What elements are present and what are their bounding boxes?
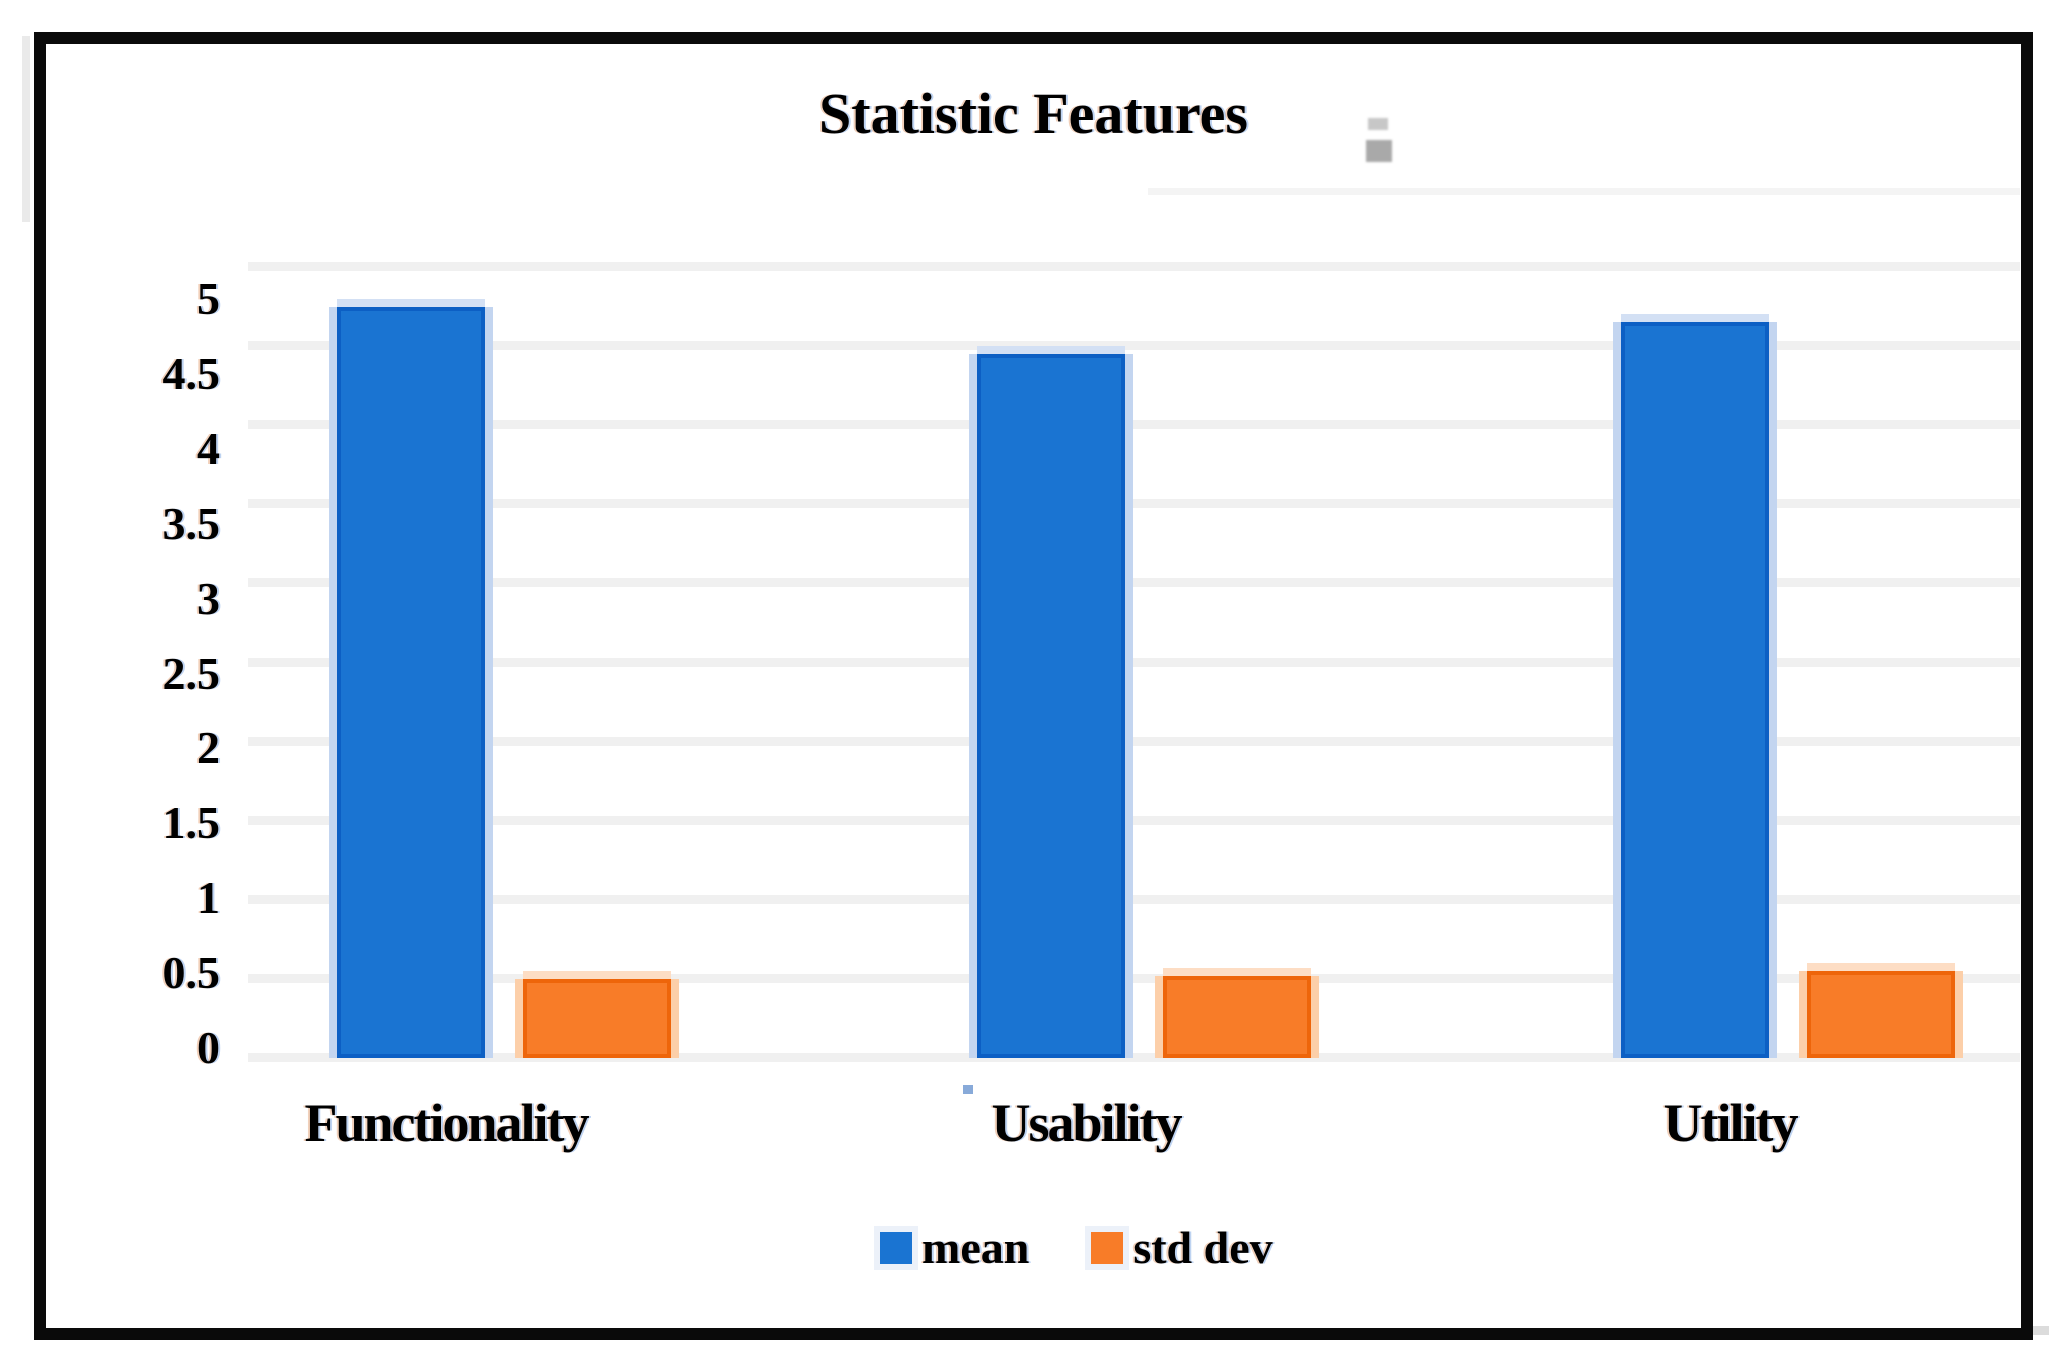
- chart-legend: mean std dev: [880, 1224, 1273, 1272]
- x-axis-category-labels: Functionality Usability Utility: [248, 1092, 2020, 1202]
- y-axis-tick-label: 4.5: [162, 347, 221, 399]
- y-axis-tick-label: 2.5: [162, 647, 221, 699]
- scan-artifact-stub: [2033, 1326, 2049, 1335]
- gridline: [248, 1053, 2020, 1062]
- y-axis-tick-label: 4: [197, 422, 220, 474]
- smudge-fragment: [1368, 118, 1388, 130]
- std-dev-bar: [1163, 975, 1311, 1058]
- gridline: [248, 499, 2020, 509]
- legend-color-swatch: [880, 1232, 912, 1264]
- y-axis-tick-label: 2: [197, 722, 220, 774]
- scan-artifact-dot: [963, 1085, 973, 1094]
- mean-bar: [337, 306, 485, 1058]
- title-smudge-artifact: [1366, 112, 1396, 164]
- gridline: [248, 341, 2020, 351]
- y-axis-tick-label: 0.5: [162, 947, 221, 999]
- y-axis-tick-label: 1.5: [162, 797, 221, 849]
- x-axis-category-label: Utility: [1663, 1093, 1799, 1153]
- legend-item: std dev: [1091, 1222, 1273, 1273]
- std-dev-bar: [1807, 971, 1955, 1058]
- gridline: [248, 815, 2020, 825]
- x-axis-category-label: Functionality: [304, 1093, 589, 1153]
- gridline: [248, 420, 2020, 430]
- legend-item: mean: [880, 1224, 1029, 1272]
- y-axis-tick-label: 5: [197, 273, 220, 325]
- gridline: [248, 578, 2020, 588]
- x-axis-category-label: Usability: [991, 1093, 1182, 1153]
- gridline: [248, 736, 2020, 746]
- gridline: [248, 973, 2020, 983]
- smudge-fragment: [1366, 140, 1392, 162]
- gridline: [248, 894, 2020, 904]
- y-axis-tick-labels: 0 0.5 1 1.5 2 2.5 3 3.5 4 4.5 5: [0, 188, 221, 1073]
- mean-bar: [1621, 322, 1769, 1058]
- chart-outer-frame: [34, 32, 2033, 1340]
- gridline: [248, 657, 2020, 667]
- y-axis-tick-label: 3: [197, 572, 220, 624]
- y-axis-tick-label: 1: [197, 872, 220, 924]
- legend-label: std dev: [1133, 1222, 1273, 1273]
- legend-label: mean: [922, 1222, 1030, 1273]
- legend-color-swatch: [1091, 1232, 1124, 1264]
- scan-artifact-line: [22, 36, 30, 222]
- y-axis-tick-label: 3.5: [162, 497, 221, 549]
- mean-bar: [977, 354, 1125, 1058]
- plot-area: [248, 188, 2020, 1062]
- std-dev-bar: [523, 978, 671, 1058]
- gridline: [248, 262, 2020, 272]
- chart-title: Statistic Features: [819, 81, 1248, 146]
- y-axis-tick-label: 0: [197, 1022, 220, 1073]
- gridline-artifact: [1148, 188, 2020, 195]
